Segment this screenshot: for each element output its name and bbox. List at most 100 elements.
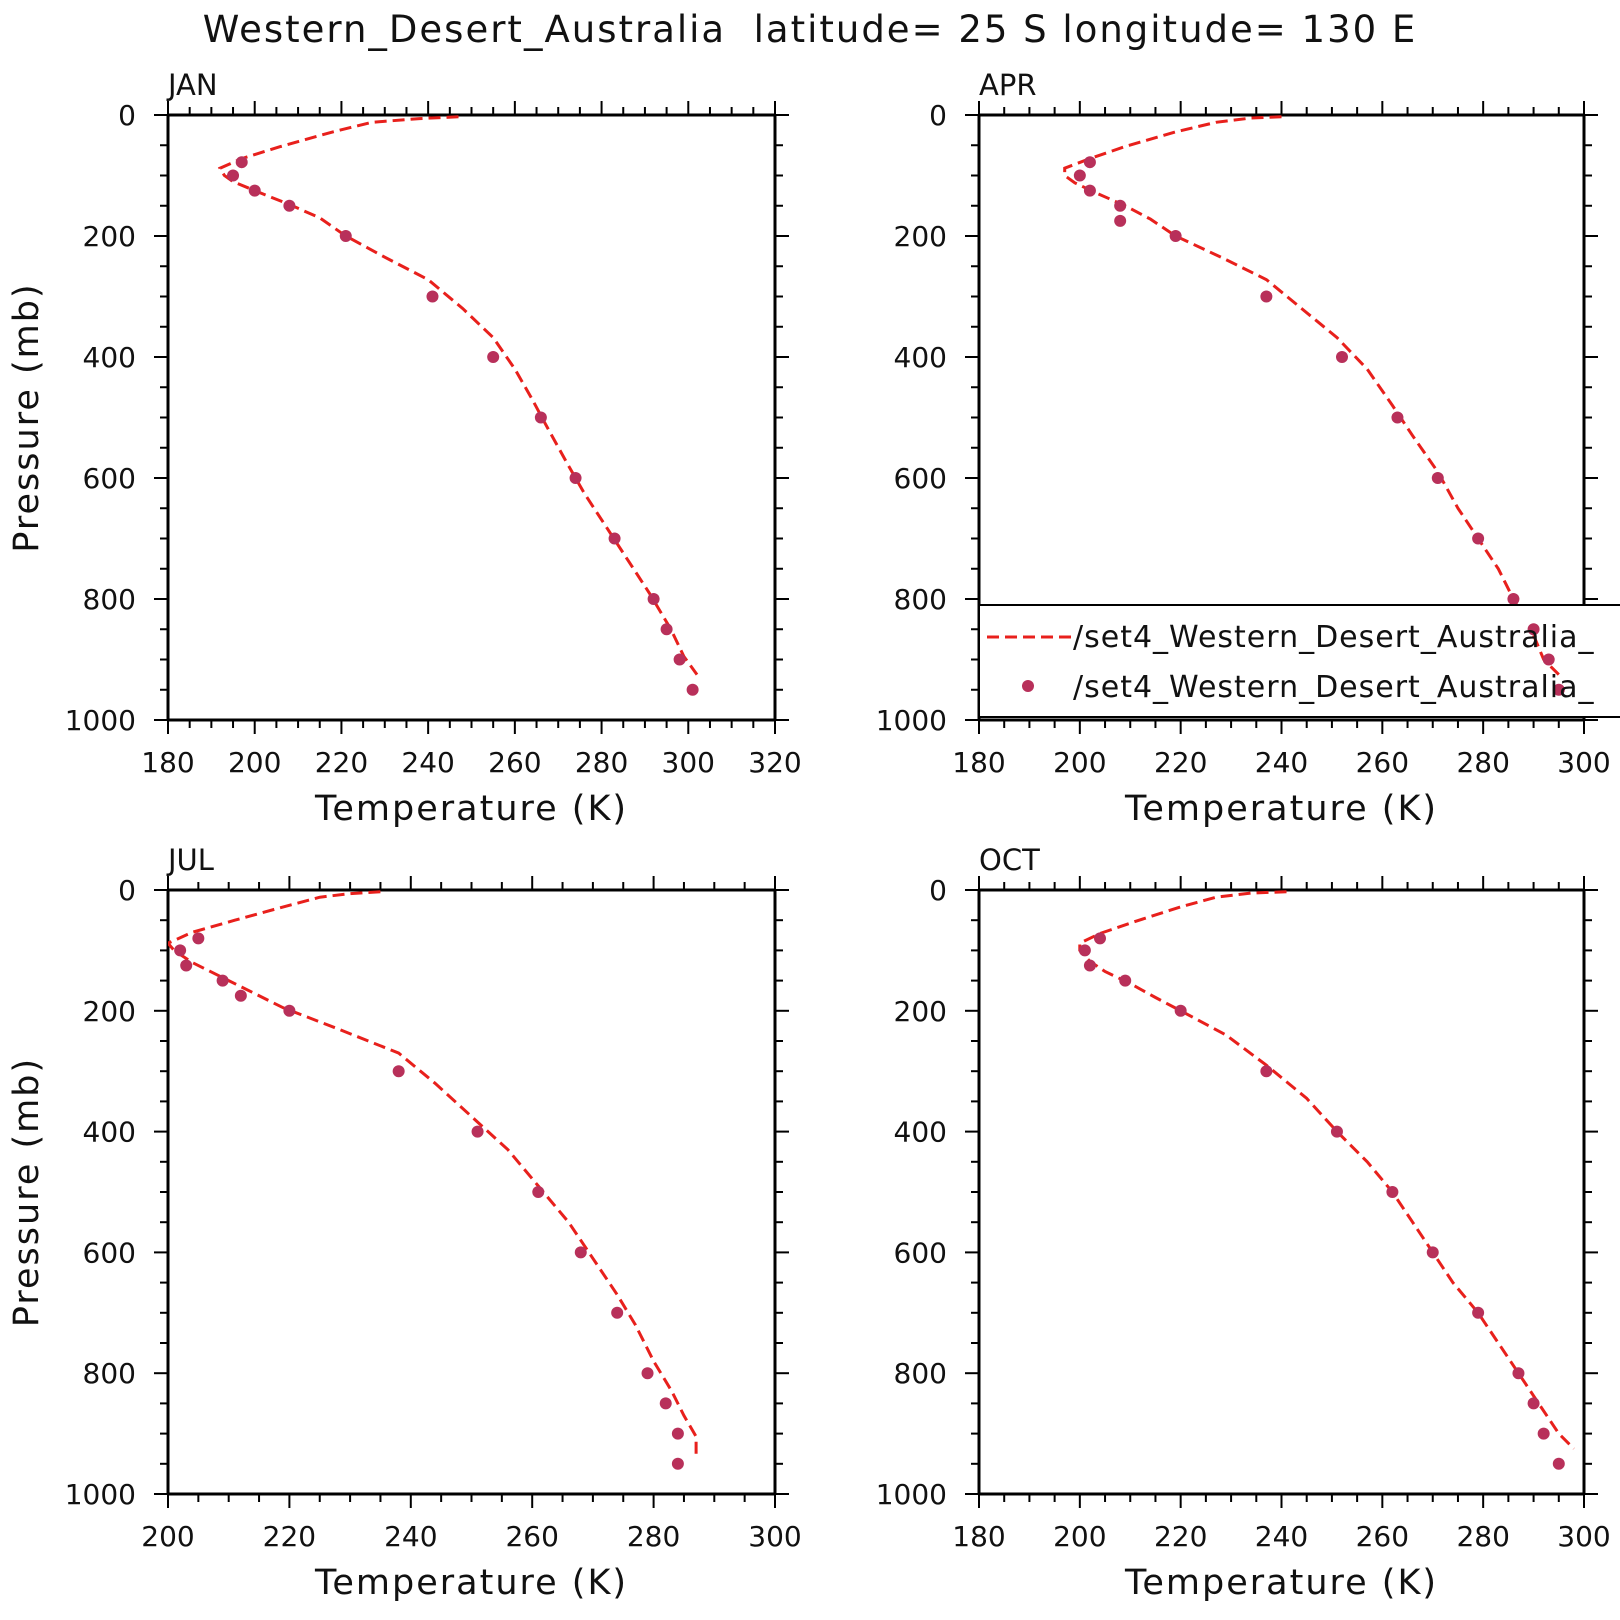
x-tick-label: 280 bbox=[1456, 746, 1509, 779]
obs-point bbox=[1169, 230, 1182, 242]
y-tick-label: 800 bbox=[894, 583, 947, 616]
panel-jul bbox=[154, 876, 789, 1508]
x-tick-label: 220 bbox=[1154, 746, 1207, 779]
y-tick-label: 200 bbox=[894, 995, 947, 1028]
obs-point bbox=[1260, 290, 1273, 303]
x-tick-label: 200 bbox=[1053, 1520, 1106, 1553]
x-axis-label: Temperature (K) bbox=[314, 1563, 628, 1603]
obs-point bbox=[1527, 1397, 1540, 1410]
y-tick-label: 0 bbox=[118, 874, 136, 907]
x-tick-label: 300 bbox=[748, 1520, 801, 1553]
model-profile-line bbox=[1078, 890, 1575, 1450]
obs-point bbox=[1527, 623, 1540, 636]
x-axis-label: Temperature (K) bbox=[1124, 789, 1438, 829]
y-axis-label: Pressure (mb) bbox=[7, 282, 47, 552]
obs-point bbox=[611, 1306, 624, 1319]
obs-point bbox=[471, 1125, 484, 1138]
x-tick-label: 220 bbox=[1154, 1520, 1207, 1553]
x-tick-label: 240 bbox=[401, 746, 454, 779]
x-tick-label: 300 bbox=[1557, 746, 1610, 779]
y-tick-label: 200 bbox=[83, 995, 136, 1028]
x-tick-label: 280 bbox=[627, 1520, 680, 1553]
y-tick-label: 1000 bbox=[876, 704, 947, 737]
obs-point bbox=[1336, 351, 1348, 363]
y-tick-label: 0 bbox=[118, 99, 136, 132]
x-tick-label: 220 bbox=[315, 746, 368, 779]
x-tick-label: 280 bbox=[1456, 1520, 1509, 1553]
model-profile-line bbox=[168, 890, 698, 1455]
y-axis-label: Pressure (mb) bbox=[7, 1057, 47, 1327]
obs-point bbox=[1083, 156, 1096, 169]
obs-point bbox=[1507, 593, 1520, 605]
obs-point bbox=[1512, 1367, 1525, 1380]
x-tick-label: 240 bbox=[384, 1520, 437, 1553]
obs-point bbox=[1330, 1125, 1343, 1138]
obs-point bbox=[686, 683, 699, 696]
panel-title: OCT bbox=[979, 843, 1040, 877]
legend-label: /set4_Western_Desert_Australia_ bbox=[1073, 670, 1595, 705]
obs-point bbox=[1094, 932, 1106, 945]
x-tick-label: 220 bbox=[263, 1520, 316, 1553]
obs-point bbox=[216, 974, 229, 987]
obs-point bbox=[192, 932, 205, 945]
y-tick-label: 0 bbox=[929, 874, 947, 907]
obs-point bbox=[1472, 532, 1485, 545]
panel-data bbox=[168, 890, 698, 1470]
main-title: Western_Desert_Australia latitude= 25 S … bbox=[202, 8, 1418, 51]
obs-point bbox=[234, 989, 247, 1002]
legend-bg bbox=[979, 605, 1620, 717]
legend-overlap-data bbox=[1527, 623, 1565, 696]
obs-point bbox=[1472, 1306, 1485, 1319]
x-tick-label: 200 bbox=[141, 1520, 194, 1553]
legend bbox=[978, 604, 1620, 718]
obs-point bbox=[671, 1427, 684, 1440]
obs-point bbox=[608, 532, 621, 545]
x-tick-label: 320 bbox=[748, 746, 801, 779]
legend-dot-sample bbox=[1022, 680, 1034, 692]
y-tick-label: 600 bbox=[894, 1236, 947, 1269]
obs-point bbox=[1073, 169, 1086, 182]
obs-point bbox=[487, 351, 500, 363]
obs-point bbox=[569, 472, 582, 484]
y-tick-label: 800 bbox=[83, 583, 136, 616]
x-tick-label: 280 bbox=[575, 746, 628, 779]
y-tick-label: 800 bbox=[894, 1357, 947, 1390]
y-tick-label: 600 bbox=[83, 462, 136, 495]
x-tick-label: 300 bbox=[1557, 1520, 1610, 1553]
obs-point bbox=[574, 1246, 587, 1259]
panel-apr bbox=[965, 101, 1598, 734]
x-tick-label: 180 bbox=[952, 1520, 1005, 1553]
obs-point bbox=[1542, 653, 1555, 666]
obs-point bbox=[671, 1457, 684, 1470]
obs-point bbox=[1114, 199, 1127, 212]
panel-data bbox=[1078, 890, 1575, 1470]
obs-point bbox=[1431, 472, 1444, 484]
obs-point bbox=[673, 653, 686, 666]
obs-point bbox=[1119, 974, 1132, 987]
x-tick-label: 240 bbox=[1255, 746, 1308, 779]
panel-data bbox=[217, 115, 699, 696]
model-profile-line bbox=[1063, 115, 1560, 676]
y-tick-label: 600 bbox=[83, 1236, 136, 1269]
panel-title: JUL bbox=[166, 843, 214, 877]
obs-point bbox=[283, 199, 296, 212]
obs-point bbox=[283, 1004, 296, 1017]
y-tick-label: 400 bbox=[83, 341, 136, 374]
x-tick-label: 260 bbox=[1356, 746, 1409, 779]
obs-point bbox=[1537, 1427, 1550, 1440]
obs-point bbox=[1083, 184, 1096, 197]
obs-point bbox=[227, 169, 240, 182]
obs-point bbox=[659, 1397, 672, 1410]
x-tick-label: 240 bbox=[1255, 1520, 1308, 1553]
legend-label: /set4_Western_Desert_Australia_ bbox=[1073, 620, 1595, 655]
obs-point bbox=[180, 959, 193, 972]
x-tick-label: 180 bbox=[141, 746, 194, 779]
obs-point bbox=[1078, 944, 1091, 957]
obs-point bbox=[1391, 411, 1404, 424]
x-tick-label: 180 bbox=[952, 746, 1005, 779]
obs-point bbox=[1083, 959, 1096, 972]
x-tick-label: 260 bbox=[505, 1520, 558, 1553]
obs-point bbox=[174, 944, 187, 957]
obs-point bbox=[392, 1065, 405, 1078]
